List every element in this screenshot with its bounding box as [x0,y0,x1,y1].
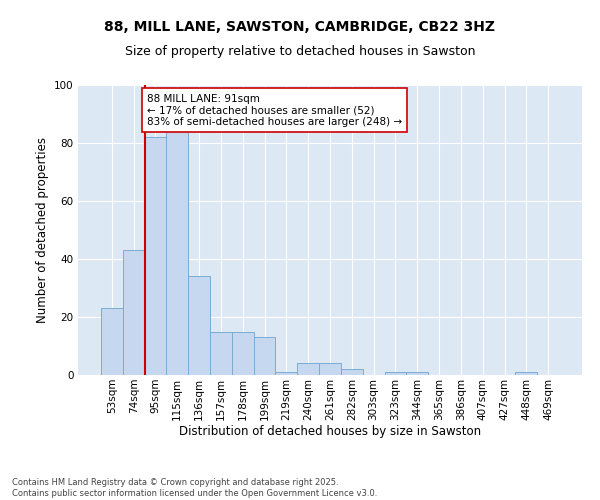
Bar [123,250,145,375]
Bar [319,364,341,375]
Text: Size of property relative to detached houses in Sawston: Size of property relative to detached ho… [125,45,475,58]
Bar [406,372,428,375]
Bar [297,364,319,375]
Bar [341,369,363,375]
X-axis label: Distribution of detached houses by size in Sawston: Distribution of detached houses by size … [179,426,481,438]
Bar [515,372,537,375]
Bar [145,137,166,375]
Bar [210,332,232,375]
Bar [166,132,188,375]
Text: 88, MILL LANE, SAWSTON, CAMBRIDGE, CB22 3HZ: 88, MILL LANE, SAWSTON, CAMBRIDGE, CB22 … [104,20,496,34]
Bar [101,308,123,375]
Text: Contains HM Land Registry data © Crown copyright and database right 2025.
Contai: Contains HM Land Registry data © Crown c… [12,478,377,498]
Bar [232,332,254,375]
Bar [385,372,406,375]
Bar [275,372,297,375]
Y-axis label: Number of detached properties: Number of detached properties [35,137,49,323]
Text: 88 MILL LANE: 91sqm
← 17% of detached houses are smaller (52)
83% of semi-detach: 88 MILL LANE: 91sqm ← 17% of detached ho… [147,94,402,127]
Bar [188,276,210,375]
Bar [254,338,275,375]
